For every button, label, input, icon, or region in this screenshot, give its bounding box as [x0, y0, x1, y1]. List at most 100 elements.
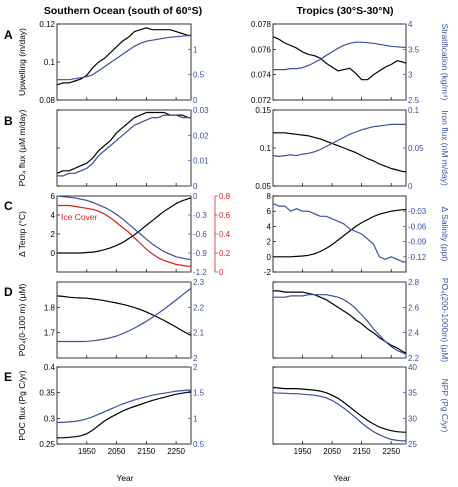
right-tick-label: 1 — [193, 414, 198, 423]
red-tick-label: 0.8 — [219, 192, 231, 201]
red-tick-label: 0.4 — [219, 230, 231, 239]
panel-c-right: -2 0 2 4 6 8 -0.12 -0.09 -0.06 -0.03 Δ Salinity (p… — [264, 192, 450, 277]
plot-frame — [272, 366, 407, 445]
x-tick-label: 1950 — [294, 447, 312, 456]
left-tick-label: 0.4 — [44, 363, 56, 372]
black-series-line — [56, 27, 191, 86]
right-tick-label: 0.01 — [193, 157, 209, 166]
red-series-line — [57, 204, 191, 267]
left-tick-label: 0.12 — [39, 20, 55, 29]
right-tick-label: 2.2 — [193, 303, 205, 312]
x-tick-label: 2150 — [353, 447, 371, 456]
right-axis-label: Iron flux (nM m/day) — [440, 110, 450, 186]
right-axis-label: NPP (Pg C/yr) — [440, 379, 450, 433]
x-tick-label: 2050 — [108, 447, 126, 456]
panel-d-left: 1.7 1.8 2 2.1 2.2 2.3 PO₄(0-100 m) (μM) — [17, 278, 205, 363]
red-tick-label: 0.6 — [219, 211, 231, 220]
right-tick-label: 2.6 — [408, 303, 420, 312]
black-series-line — [57, 197, 192, 254]
black-series-line — [273, 209, 406, 258]
black-series-line — [273, 290, 407, 354]
x-tick-label: 2050 — [323, 447, 341, 456]
plot-frame — [56, 366, 192, 445]
panel-d-right: 2.2 2.4 2.6 2.8 PO₄(200-1000m) (μM) — [272, 278, 450, 363]
left-tick-label: 6 — [51, 192, 56, 201]
right-tick-label: 0.5 — [193, 71, 205, 80]
right-axis-label: Stratification (kg/m⁴) — [440, 24, 450, 101]
right-tick-label: -1.2 — [193, 268, 207, 277]
red-tick-label: 0 — [219, 268, 224, 277]
right-tick-label: 0.03 — [193, 106, 209, 115]
right-tick-label: -0.03 — [408, 207, 427, 216]
right-tick-label: 1.5 — [193, 389, 205, 398]
right-tick-label: -0.09 — [408, 238, 427, 247]
plot-frame — [272, 281, 407, 359]
right-tick-label: 0 — [408, 182, 413, 191]
blue-series-line — [272, 123, 406, 157]
x-tick-label: 2250 — [382, 447, 400, 456]
panel-b-left: 0 0.01 0.02 0.03 PO₄ flux (μM m/day) — [17, 106, 209, 191]
left-axis-label: Upwelling (m/day) — [17, 28, 27, 96]
right-tick-label: 30 — [408, 414, 417, 423]
black-series-line — [273, 132, 406, 173]
row-label-d: D — [4, 285, 13, 299]
ice-cover-annotation: Ice Cover — [61, 212, 98, 222]
panel-a-right: 0.072 0.074 0.076 0.078 2.5 3 3.5 4 Stratificati… — [251, 20, 450, 105]
left-tick-label: 0.08 — [39, 96, 55, 105]
right-tick-label: 3 — [408, 71, 413, 80]
right-tick-label: 35 — [408, 389, 417, 398]
panel-a-left: 0.08 0.1 0.12 0 0.5 1 Upwelling (m/day) — [17, 20, 205, 105]
right-tick-label: -0.9 — [193, 249, 207, 258]
left-tick-label: 0.076 — [251, 45, 272, 54]
right-tick-label: 3.5 — [408, 45, 420, 54]
left-tick-label: 0.05 — [255, 182, 271, 191]
right-tick-label: 2.1 — [193, 329, 205, 338]
right-tick-label: -0.3 — [193, 211, 207, 220]
left-tick-label: 0.1 — [44, 58, 56, 67]
left-tick-label: 1.8 — [44, 303, 56, 312]
panel-e-right: 25 30 35 40 1950 2050 2150 2250 NPP (Pg C/yr) — [272, 363, 450, 456]
left-tick-label: 8 — [267, 192, 272, 201]
right-tick-label: 0 — [193, 182, 198, 191]
blue-series-line — [57, 287, 192, 343]
blue-series-line — [272, 203, 406, 263]
right-tick-label: 2 — [193, 363, 198, 372]
right-tick-label: 4 — [408, 20, 413, 29]
left-tick-label: 0.074 — [251, 71, 272, 80]
x-axis-label-right: Year — [333, 473, 350, 483]
right-tick-label: -0.6 — [193, 230, 207, 239]
right-tick-label: 2.2 — [408, 354, 420, 363]
panel-b-right: 0.05 0.1 0.15 0 0.05 0.1 Iron flux (nM m/day) — [255, 106, 450, 191]
right-tick-label: 2.4 — [408, 329, 420, 338]
black-series-line — [272, 36, 407, 81]
left-tick-label: 0.35 — [39, 389, 55, 398]
plot-frame — [56, 23, 192, 101]
right-tick-label: 0.05 — [408, 144, 424, 153]
right-tick-label: 40 — [408, 363, 417, 372]
left-tick-label: 0.1 — [260, 144, 272, 153]
col-title-right: Tropics (30°S-30°N) — [296, 5, 393, 17]
black-series-line — [272, 386, 406, 433]
left-tick-label: 2 — [51, 230, 56, 239]
row-label-b: B — [4, 114, 13, 128]
right-tick-label: -0.06 — [408, 222, 427, 231]
left-tick-label: 2 — [267, 238, 272, 247]
left-tick-label: 1.7 — [44, 329, 56, 338]
left-tick-label: 6 — [267, 207, 272, 216]
black-series-line — [56, 295, 192, 336]
row-label-e: E — [4, 370, 12, 384]
blue-series-line — [57, 389, 191, 423]
left-tick-label: 0.072 — [251, 96, 272, 105]
x-tick-label: 2250 — [167, 447, 185, 456]
right-tick-label: 2.5 — [408, 96, 420, 105]
right-tick-label: 0.02 — [193, 131, 209, 140]
blue-series-line — [56, 195, 191, 260]
plot-frame — [56, 281, 192, 359]
plot-frame — [272, 195, 407, 273]
x-tick-label: 1950 — [78, 447, 96, 456]
right-tick-label: 1 — [193, 45, 198, 54]
left-axis-label: PO₄(0-100 m) (μM) — [17, 284, 27, 357]
blue-series-line — [272, 392, 406, 442]
